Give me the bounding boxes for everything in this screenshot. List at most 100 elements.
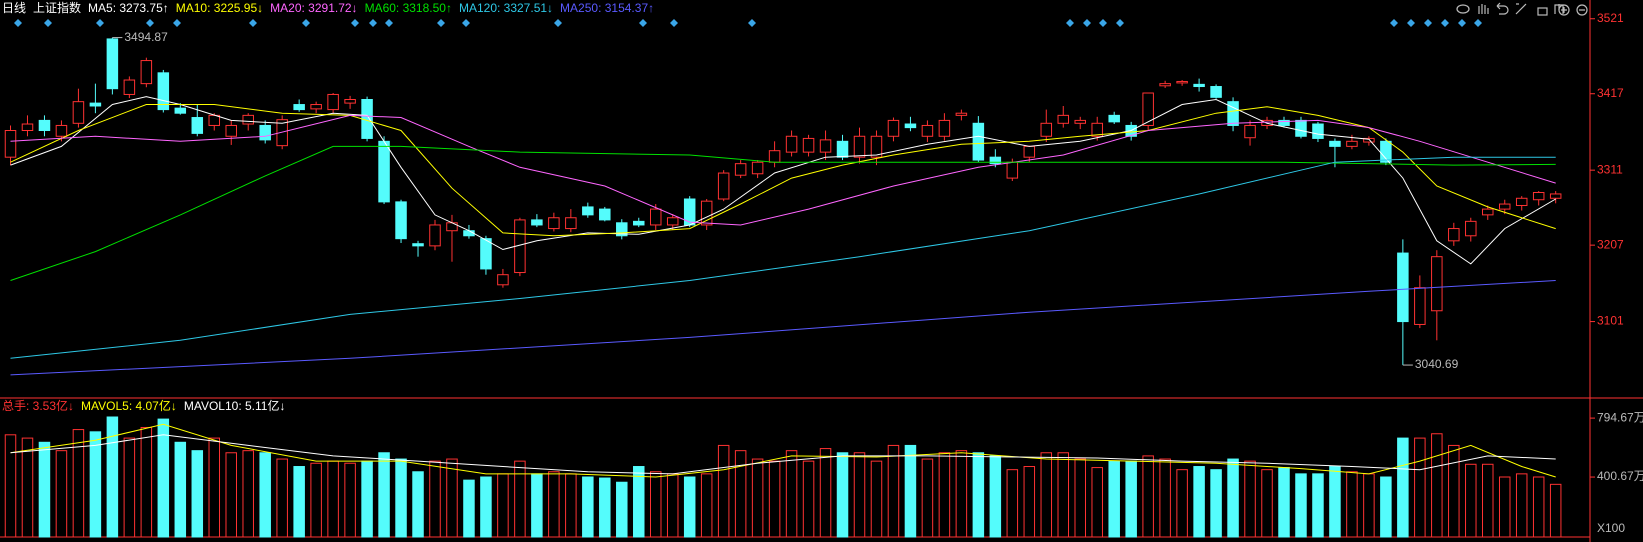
event-markers bbox=[14, 19, 1482, 27]
volume-bar bbox=[1091, 467, 1103, 538]
volume-bar bbox=[1465, 463, 1477, 538]
candle-body bbox=[1244, 124, 1256, 139]
volume-bar bbox=[1329, 466, 1341, 538]
y-tick-label: 794.67万 bbox=[1597, 410, 1643, 424]
candle-body bbox=[802, 137, 815, 153]
candle-body bbox=[191, 117, 204, 134]
legend-entry: MA60: 3318.50↑ bbox=[365, 1, 452, 15]
volume-bar bbox=[497, 473, 509, 538]
volume-bar bbox=[378, 452, 390, 538]
volume-bar bbox=[4, 434, 17, 538]
volume-bar bbox=[785, 450, 798, 538]
candle-body bbox=[1363, 137, 1375, 143]
volume-bar bbox=[191, 450, 204, 538]
legend-entry: MA120: 3327.51↓ bbox=[459, 1, 553, 15]
candle-body bbox=[1091, 122, 1103, 137]
candle-body bbox=[565, 217, 577, 230]
candle-body bbox=[21, 123, 34, 132]
candle-body bbox=[497, 274, 509, 286]
candle-body bbox=[751, 161, 764, 175]
ma-line bbox=[10, 280, 1556, 376]
candle-body bbox=[72, 101, 85, 124]
volume-bar bbox=[649, 471, 662, 538]
volume-bar bbox=[395, 458, 407, 538]
candle-body bbox=[1515, 197, 1528, 206]
volume-bar bbox=[463, 479, 475, 538]
volume-bar bbox=[717, 444, 730, 538]
candle-body bbox=[819, 139, 832, 153]
volume-bar bbox=[327, 460, 339, 538]
volume-bar bbox=[1125, 460, 1137, 538]
draw-icon[interactable] bbox=[1515, 3, 1527, 15]
volume-bar bbox=[989, 455, 1002, 538]
volume-bar bbox=[683, 476, 696, 538]
lock-icon[interactable] bbox=[1537, 7, 1548, 16]
y-tick-label: 3311 bbox=[1597, 162, 1623, 176]
volume-bar bbox=[633, 466, 645, 538]
volume-bar bbox=[1515, 473, 1528, 538]
candle-body bbox=[938, 119, 951, 137]
volume-bar bbox=[887, 444, 900, 538]
candle-body bbox=[395, 201, 407, 240]
zoom-in-icon[interactable] bbox=[1558, 4, 1570, 16]
view-icon[interactable] bbox=[1456, 4, 1470, 14]
candle-body bbox=[1295, 119, 1307, 137]
volume-bar bbox=[1414, 437, 1426, 538]
volume-bar bbox=[1498, 476, 1511, 538]
volume-bar bbox=[72, 429, 85, 538]
volume-bar bbox=[514, 460, 526, 538]
candle-body bbox=[412, 243, 424, 247]
volume-bar bbox=[1532, 476, 1545, 538]
ma-line bbox=[10, 145, 1556, 281]
candle-body bbox=[785, 135, 798, 153]
ma-line bbox=[10, 114, 1556, 226]
candle-body bbox=[208, 114, 221, 126]
volume-bar bbox=[1295, 473, 1307, 538]
candle-body bbox=[1108, 114, 1120, 123]
candle-body bbox=[1210, 86, 1222, 98]
legend-entry: MA5: 3273.75↑ bbox=[88, 1, 169, 15]
candle-body bbox=[1159, 83, 1171, 87]
candle-body bbox=[1380, 140, 1392, 163]
volume-bar bbox=[446, 458, 458, 538]
volume-bar bbox=[1312, 473, 1324, 538]
candle-body bbox=[887, 119, 900, 137]
candle-body bbox=[344, 99, 356, 104]
hand-icon[interactable] bbox=[1478, 4, 1489, 14]
candle-body bbox=[1278, 119, 1290, 126]
candle-body bbox=[225, 124, 237, 137]
volume-bar bbox=[1193, 466, 1205, 538]
volume-bar bbox=[870, 460, 883, 538]
volume-bar bbox=[21, 437, 34, 538]
volume-bar bbox=[802, 460, 815, 538]
undo-icon[interactable] bbox=[1496, 2, 1509, 15]
volume-bar bbox=[955, 450, 968, 538]
candle-body bbox=[1346, 140, 1358, 147]
legend-entry: MAVOL5: 4.07亿↓ bbox=[81, 398, 177, 413]
candle-body bbox=[4, 130, 17, 158]
candle-body bbox=[700, 200, 713, 226]
volume-bar bbox=[1397, 437, 1409, 538]
volume-bar bbox=[1261, 469, 1273, 538]
zoom-out-icon[interactable] bbox=[1576, 4, 1588, 16]
candle-body bbox=[717, 172, 730, 200]
zoom-signs bbox=[1561, 7, 1585, 13]
volume-bar bbox=[1431, 433, 1443, 538]
candle-body bbox=[259, 124, 271, 141]
candle-body bbox=[531, 219, 543, 226]
volume-bar bbox=[242, 450, 254, 538]
volume-bar bbox=[1363, 473, 1375, 538]
candle-body bbox=[378, 140, 390, 203]
volume-bar bbox=[276, 458, 288, 538]
ma-line bbox=[10, 156, 1556, 359]
candle-body bbox=[1498, 203, 1511, 210]
candle-body bbox=[1448, 228, 1460, 242]
volume-bar bbox=[293, 466, 305, 538]
volume-bar bbox=[921, 458, 934, 538]
volume-bar bbox=[751, 458, 764, 538]
legend-entry: 总手: 3.53亿↓ bbox=[2, 398, 74, 413]
mavol-line bbox=[10, 434, 1556, 475]
candle-body bbox=[1142, 92, 1154, 126]
